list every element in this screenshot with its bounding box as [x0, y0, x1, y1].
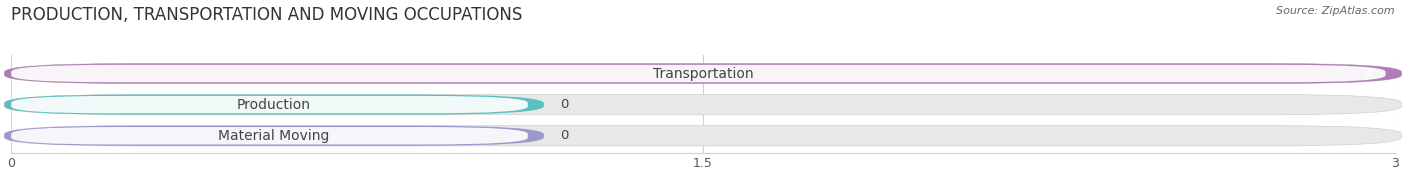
Text: PRODUCTION, TRANSPORTATION AND MOVING OCCUPATIONS: PRODUCTION, TRANSPORTATION AND MOVING OC…	[11, 6, 523, 24]
FancyBboxPatch shape	[11, 96, 527, 113]
FancyBboxPatch shape	[4, 94, 544, 115]
FancyBboxPatch shape	[11, 65, 1385, 82]
FancyBboxPatch shape	[4, 126, 1402, 146]
FancyBboxPatch shape	[11, 127, 527, 144]
Text: Production: Production	[238, 98, 311, 112]
Text: 0: 0	[560, 98, 568, 111]
FancyBboxPatch shape	[4, 64, 1402, 84]
Text: 3: 3	[1362, 67, 1372, 80]
Text: Source: ZipAtlas.com: Source: ZipAtlas.com	[1277, 6, 1395, 16]
Text: Material Moving: Material Moving	[218, 129, 330, 143]
FancyBboxPatch shape	[4, 94, 1402, 115]
FancyBboxPatch shape	[4, 126, 544, 146]
FancyBboxPatch shape	[4, 64, 1402, 84]
Text: Transportation: Transportation	[652, 67, 754, 81]
Text: 0: 0	[560, 129, 568, 142]
